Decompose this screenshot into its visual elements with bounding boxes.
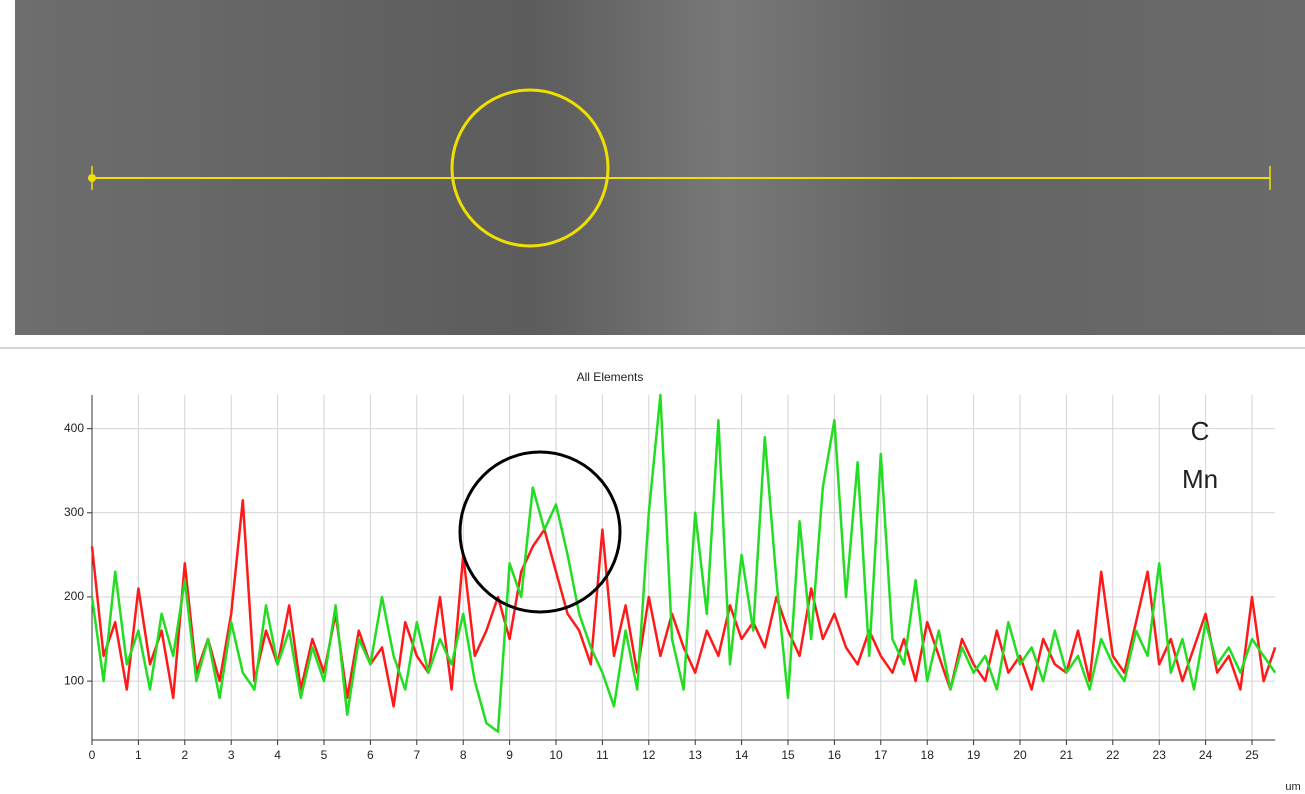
y-tick-label: 400 [64, 421, 84, 435]
y-tick-label: 300 [64, 505, 84, 519]
x-tick-label: 20 [1013, 748, 1027, 762]
x-tick-label: 17 [874, 748, 888, 762]
x-tick-label: 18 [921, 748, 935, 762]
annotation-circle [458, 450, 622, 614]
series-line [90, 393, 1277, 733]
highlight-circle [450, 88, 610, 248]
chart-title: All Elements [577, 370, 644, 384]
x-tick-label: 15 [781, 748, 795, 762]
sem-background [15, 0, 1305, 335]
scan-overlay [88, 88, 1271, 248]
x-tick-label: 11 [596, 748, 609, 762]
x-tick-label: 7 [413, 748, 420, 762]
x-tick-label: 3 [228, 748, 235, 762]
y-tick-label: 200 [64, 589, 84, 603]
legend-entry: Mn [1182, 464, 1218, 494]
x-tick-label: 9 [506, 748, 513, 762]
x-tick-label: 12 [642, 748, 656, 762]
x-tick-label: 8 [460, 748, 467, 762]
x-tick-label: 25 [1245, 748, 1259, 762]
plot: 0 1 2 3 4 5 6 7 8 9 10 11 12 13 14 15 16 17 18 19 20 21 22 23 24… [64, 393, 1277, 762]
x-tick-label: 14 [735, 748, 749, 762]
x-tick-label: 19 [967, 748, 981, 762]
sem-image [15, 0, 1305, 335]
y-tick-label: 100 [64, 673, 84, 687]
series-line [90, 498, 1277, 708]
x-tick-label: 13 [689, 748, 703, 762]
x-tick-label: 24 [1199, 748, 1213, 762]
x-tick-label: 16 [828, 748, 842, 762]
x-tick-label: 4 [274, 748, 281, 762]
legend-entry: C [1191, 416, 1210, 446]
x-axis-label: um [1285, 781, 1300, 793]
x-tick-label: 1 [135, 748, 142, 762]
x-tick-label: 21 [1060, 748, 1074, 762]
x-tick-label: 0 [89, 748, 96, 762]
x-tick-label: 10 [549, 748, 563, 762]
x-tick-label: 5 [321, 748, 328, 762]
x-tick-label: 6 [367, 748, 374, 762]
x-tick-label: 2 [181, 748, 188, 762]
x-tick-label: 22 [1106, 748, 1120, 762]
x-tick-label: 23 [1153, 748, 1167, 762]
